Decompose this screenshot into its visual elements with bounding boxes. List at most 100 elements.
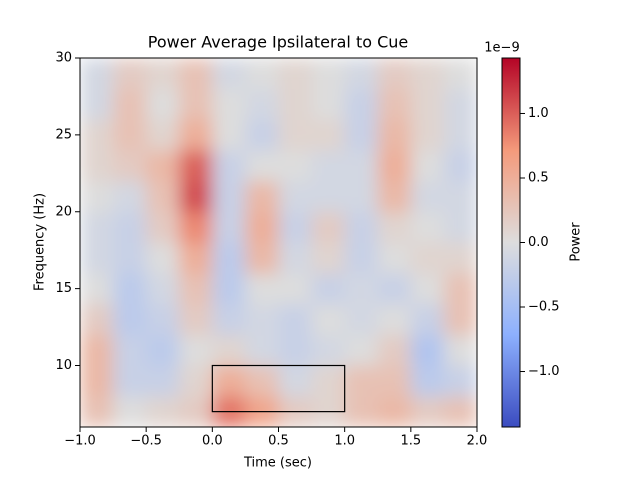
y-tick-label: 25 [55, 127, 72, 142]
heat-cell [80, 365, 114, 397]
heat-cell [410, 211, 445, 243]
heat-cell [245, 365, 279, 397]
heat-cell [278, 365, 313, 397]
x-axis-label: Time (sec) [243, 456, 312, 471]
heat-cell [311, 88, 346, 120]
heat-cell [212, 211, 246, 243]
heat-cell [443, 58, 477, 90]
heat-cell [377, 396, 412, 427]
heat-cell [344, 273, 379, 305]
heat-cell [377, 181, 412, 213]
heat-cell [344, 242, 379, 274]
heat-cell [245, 119, 279, 151]
heatmap [80, 58, 477, 427]
heat-cell [377, 119, 412, 151]
heat-cell [146, 242, 180, 274]
heat-cell [80, 119, 114, 151]
heat-cell [179, 150, 213, 182]
heat-cell [113, 242, 147, 274]
heat-cell [278, 304, 313, 336]
heat-cell [443, 334, 477, 366]
chart-title: Power Average Ipsilateral to Cue [148, 33, 409, 52]
heat-cell [80, 211, 114, 243]
x-tick-label: −1.0 [64, 434, 96, 449]
heat-cell [80, 150, 114, 182]
heat-cell [443, 150, 477, 182]
heat-cell [377, 211, 412, 243]
heat-cell [179, 304, 213, 336]
heat-cell [311, 273, 346, 305]
heat-cell [443, 273, 477, 305]
heat-cell [80, 88, 114, 120]
heat-cell [80, 273, 114, 305]
heat-cell [377, 365, 412, 397]
heat-cell [377, 88, 412, 120]
heat-cell [278, 58, 313, 90]
colorbar-tick-label: 1.0 [528, 106, 549, 121]
y-tick-label: 30 [55, 51, 72, 66]
heat-cell [410, 273, 445, 305]
heat-cell [113, 365, 147, 397]
heat-cell [311, 181, 346, 213]
heat-cell [311, 119, 346, 151]
heat-cell [344, 119, 379, 151]
heat-cell [179, 242, 213, 274]
heat-cell [278, 242, 313, 274]
heat-cell [80, 304, 114, 336]
heat-cell [311, 58, 346, 90]
heat-cell [146, 58, 180, 90]
heat-cell [443, 181, 477, 213]
heat-cell [245, 88, 279, 120]
heat-cell [113, 273, 147, 305]
y-tick-label: 10 [55, 358, 72, 373]
heat-cell [377, 150, 412, 182]
heat-cell [410, 119, 445, 151]
heat-cell [113, 304, 147, 336]
colorbar [501, 57, 521, 428]
heat-cell [212, 242, 246, 274]
heat-cell [245, 150, 279, 182]
heat-cell [278, 334, 313, 366]
heat-cell [245, 181, 279, 213]
heatmap-cells [80, 58, 477, 427]
heat-cell [377, 273, 412, 305]
heat-cell [146, 150, 180, 182]
heat-cell [443, 365, 477, 397]
heat-cell [179, 88, 213, 120]
heat-cell [344, 150, 379, 182]
heat-cell [212, 150, 246, 182]
heat-cell [410, 396, 445, 427]
heat-cell [113, 119, 147, 151]
heat-cell [80, 334, 114, 366]
heat-cell [113, 396, 147, 427]
heat-cell [212, 334, 246, 366]
heat-cell [410, 88, 445, 120]
heat-cell [146, 88, 180, 120]
heat-cell [212, 119, 246, 151]
heat-cell [278, 119, 313, 151]
heat-cell [344, 181, 379, 213]
heat-cell [311, 211, 346, 243]
heat-cell [212, 181, 246, 213]
heat-cell [179, 58, 213, 90]
heat-cell [410, 304, 445, 336]
heat-cell [212, 365, 246, 397]
heat-cell [278, 211, 313, 243]
heat-cell [311, 150, 346, 182]
x-tick-label: 0.0 [202, 434, 223, 449]
heat-cell [245, 334, 279, 366]
heat-cell [245, 242, 279, 274]
heat-cell [146, 273, 180, 305]
heat-cell [212, 58, 246, 90]
heat-cell [410, 150, 445, 182]
heat-cell [113, 211, 147, 243]
heat-cell [443, 396, 477, 427]
x-tick-label: 1.0 [334, 434, 355, 449]
heat-cell [410, 365, 445, 397]
x-tick-label: −0.5 [130, 434, 162, 449]
heat-cell [146, 211, 180, 243]
heat-cell [377, 304, 412, 336]
heat-cell [344, 304, 379, 336]
heat-cell [443, 211, 477, 243]
